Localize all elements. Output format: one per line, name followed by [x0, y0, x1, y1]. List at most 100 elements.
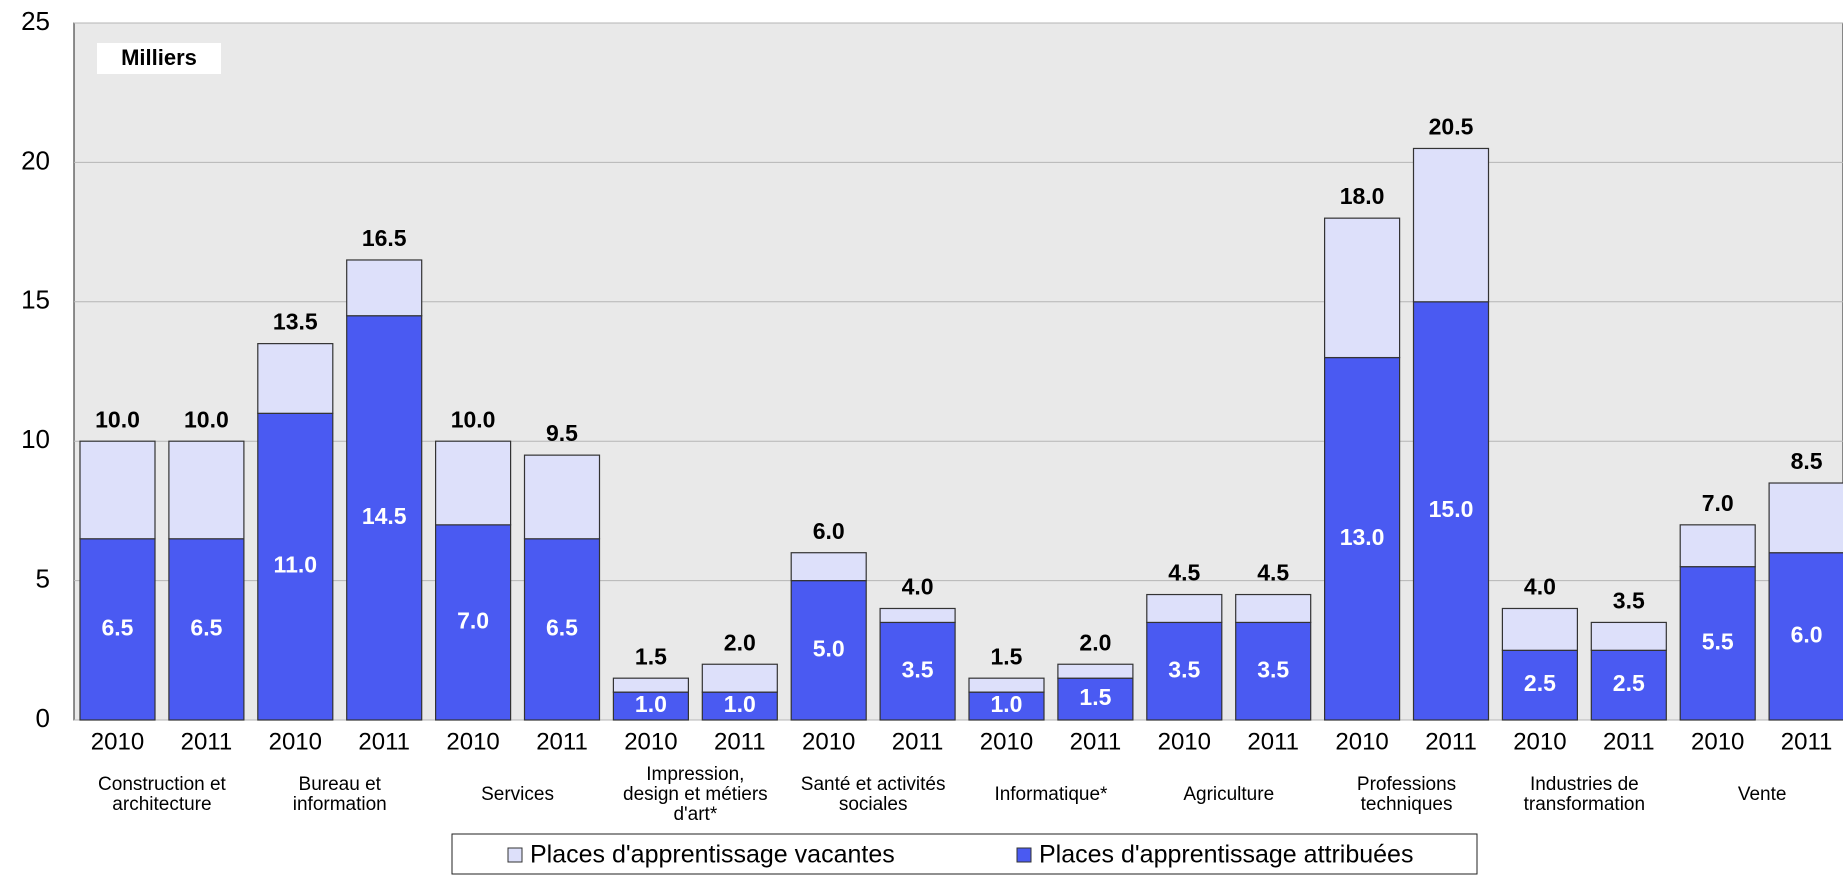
- x-tick-label: 2011: [1603, 728, 1655, 755]
- group-label: architecture: [112, 794, 211, 815]
- y-tick-label: 25: [21, 6, 50, 36]
- total-label: 3.5: [1613, 587, 1645, 613]
- total-label: 18.0: [1340, 183, 1385, 209]
- bar-segment: [346, 259, 423, 317]
- x-tick-label: 2011: [892, 728, 944, 755]
- group-label: transformation: [1524, 794, 1645, 815]
- y-tick-label: 5: [36, 563, 50, 593]
- total-label: 8.5: [1791, 448, 1823, 474]
- value-label: 7.0: [457, 607, 489, 633]
- group-label: sociales: [839, 794, 908, 815]
- bar-segment: [968, 691, 1045, 721]
- value-label: 3.5: [1257, 656, 1289, 682]
- bar-segment: [346, 315, 423, 721]
- legend-swatch: [1016, 847, 1032, 863]
- value-label: 1.0: [724, 691, 756, 717]
- total-label: 10.0: [95, 406, 140, 432]
- bar-segment: [523, 538, 601, 721]
- value-label: 2.5: [1613, 670, 1645, 696]
- x-tick-label: 2010: [1513, 728, 1566, 755]
- group-label: information: [293, 794, 387, 815]
- total-label: 1.5: [991, 643, 1023, 669]
- group-label: Professions: [1357, 774, 1456, 795]
- legend: [451, 833, 1478, 875]
- bar-segment: [1146, 593, 1223, 624]
- group-label: d'art*: [673, 804, 717, 825]
- x-tick-label: 2010: [1158, 728, 1211, 755]
- x-tick-label: 2010: [446, 728, 499, 755]
- value-label: 13.0: [1340, 524, 1385, 550]
- total-label: 2.0: [724, 629, 756, 655]
- x-tick-label: 2010: [269, 728, 322, 755]
- bar-segment: [968, 677, 1045, 693]
- y-tick-label: 10: [21, 424, 50, 454]
- value-label: 11.0: [274, 552, 318, 578]
- value-label: 6.5: [102, 614, 134, 640]
- bar-segment: [1146, 621, 1223, 721]
- value-label: 1.0: [635, 691, 667, 717]
- x-tick-label: 2011: [714, 728, 766, 755]
- bar-segment: [1057, 663, 1134, 679]
- total-label: 1.5: [635, 643, 667, 669]
- x-tick-label: 2011: [181, 728, 233, 755]
- value-label: 15.0: [1429, 496, 1474, 522]
- bar-segment: [1590, 649, 1667, 721]
- group-label: Construction et: [98, 774, 227, 795]
- x-tick-label: 2010: [624, 728, 677, 755]
- y-tick-label: 20: [21, 145, 50, 175]
- total-label: 13.5: [273, 309, 318, 335]
- bar-segment: [879, 607, 956, 624]
- bar-segment: [257, 412, 334, 721]
- x-tick-label: 2011: [358, 728, 410, 755]
- bar-segment: [701, 691, 778, 721]
- value-label: 3.5: [902, 656, 934, 682]
- value-label: 14.5: [362, 503, 407, 529]
- x-tick-label: 2011: [1781, 728, 1833, 755]
- y-tick-label: 0: [36, 703, 50, 733]
- x-tick-label: 2010: [980, 728, 1033, 755]
- x-tick-label: 2011: [1070, 728, 1122, 755]
- total-label: 16.5: [362, 225, 407, 251]
- bar-segment: [1590, 621, 1667, 651]
- group-label: Agriculture: [1183, 784, 1274, 805]
- total-label: 10.0: [451, 406, 496, 432]
- value-label: 5.5: [1702, 628, 1734, 654]
- bar-segment: [1768, 552, 1843, 721]
- group-label: design et métiers: [623, 784, 768, 805]
- group-label: Services: [481, 784, 554, 805]
- value-label: 1.5: [1079, 684, 1111, 710]
- group-label: Bureau et: [299, 774, 382, 795]
- bar-segment: [1235, 621, 1312, 721]
- bar-segment: [879, 621, 956, 721]
- x-tick-label: 2010: [802, 728, 855, 755]
- unit-box: [97, 43, 221, 74]
- group-label: Industries de: [1530, 774, 1639, 795]
- total-label: 9.5: [546, 420, 578, 446]
- group-label: Vente: [1738, 784, 1787, 805]
- bar-segment: [790, 552, 867, 582]
- x-tick-label: 2011: [536, 728, 588, 755]
- total-label: 6.0: [813, 518, 845, 544]
- bar-segment: [79, 440, 156, 540]
- value-label: 5.0: [813, 635, 845, 661]
- total-label: 4.0: [1524, 574, 1556, 600]
- group-label: Santé et activités: [801, 774, 946, 795]
- bar-segment: [1323, 356, 1401, 721]
- total-label: 7.0: [1702, 490, 1734, 516]
- bar-segment: [168, 538, 245, 721]
- bar-segment: [168, 440, 245, 540]
- value-label: 6.0: [1791, 621, 1823, 647]
- total-label: 4.5: [1257, 560, 1289, 586]
- total-label: 20.5: [1429, 114, 1474, 140]
- bar-segment: [1768, 482, 1843, 554]
- legend-label: Places d'apprentissage vacantes: [530, 841, 895, 869]
- group-label: Impression,: [646, 764, 744, 785]
- x-tick-label: 2010: [91, 728, 144, 755]
- x-tick-label: 2010: [1691, 728, 1744, 755]
- value-label: 6.5: [190, 614, 222, 640]
- x-tick-label: 2011: [1425, 728, 1477, 755]
- legend-items: Places d'apprentissage vacantes Places d'…: [507, 841, 1413, 869]
- bar-segment: [435, 524, 512, 721]
- x-tick-label: 2010: [1335, 728, 1388, 755]
